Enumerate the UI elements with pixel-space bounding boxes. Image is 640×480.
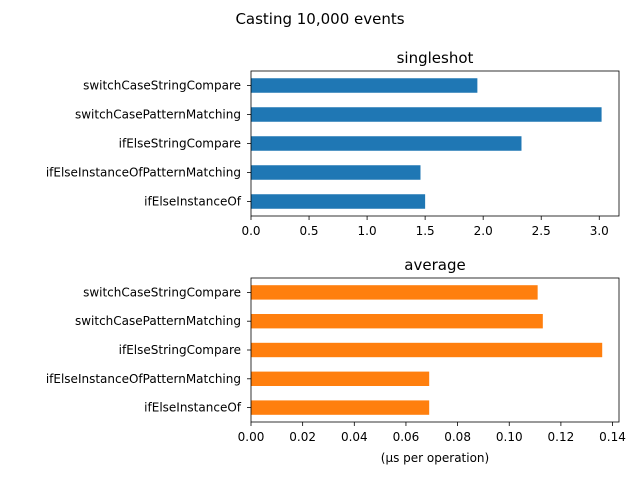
- y-tick-label: ifElseInstanceOf: [144, 195, 242, 209]
- axes-frame: [250, 277, 620, 423]
- y-tick-label: switchCaseStringCompare: [83, 285, 241, 299]
- figure-suptitle: Casting 10,000 events: [235, 10, 404, 28]
- x-tick-label: 2.0: [474, 224, 493, 238]
- x-tick-label: 3.0: [590, 224, 609, 238]
- bar-ifElseStringCompare: [251, 342, 603, 358]
- bar-switchCasePatternMatching: [251, 107, 602, 122]
- x-tick-label: 2.5: [532, 224, 551, 238]
- x-tick-label: 0.04: [341, 430, 368, 444]
- chart-title: average: [404, 256, 465, 274]
- y-tick-label: ifElseInstanceOf: [144, 401, 242, 415]
- x-tick-label: 0.14: [599, 430, 626, 444]
- bar-ifElseInstanceOf: [251, 194, 426, 209]
- y-tick-label: ifElseInstanceOfPatternMatching: [46, 372, 241, 386]
- bar-switchCaseStringCompare: [251, 78, 478, 93]
- bar-switchCaseStringCompare: [251, 285, 538, 300]
- x-tick-label: 1.0: [358, 224, 377, 238]
- y-tick-label: switchCasePatternMatching: [75, 314, 241, 328]
- x-tick-label: 0.08: [444, 430, 471, 444]
- y-tick-label: ifElseStringCompare: [119, 343, 241, 357]
- chart-title: singleshot: [397, 49, 474, 67]
- average-chart: average switchCaseStringCompare switchCase…: [46, 256, 626, 465]
- y-tick-label: ifElseStringCompare: [119, 137, 241, 151]
- x-tick-label: 0.10: [496, 430, 523, 444]
- x-tick-label: 0.02: [289, 430, 316, 444]
- bar-ifElseInstanceOf: [251, 400, 430, 415]
- y-tick-label: switchCaseStringCompare: [83, 79, 241, 93]
- x-tick-label: 0.5: [299, 224, 318, 238]
- y-tick-label: switchCasePatternMatching: [75, 108, 241, 122]
- bar-ifElseStringCompare: [251, 136, 522, 151]
- axes-frame: [250, 70, 620, 217]
- x-tick-label: 0.0: [241, 224, 260, 238]
- x-axis-label: (μs per operation): [381, 451, 489, 465]
- x-tick-label: 0.12: [548, 430, 575, 444]
- bar-ifElseInstanceOfPatternMatching: [251, 371, 430, 386]
- x-tick-label: 1.5: [416, 224, 435, 238]
- y-tick-label: ifElseInstanceOfPatternMatching: [46, 166, 241, 180]
- x-tick-label: 0.00: [238, 430, 265, 444]
- x-tick-label: 0.06: [393, 430, 420, 444]
- bar-ifElseInstanceOfPatternMatching: [251, 165, 421, 180]
- singleshot-chart: singleshot switchCaseStringCompare switchC…: [46, 49, 620, 238]
- bar-switchCasePatternMatching: [251, 314, 543, 329]
